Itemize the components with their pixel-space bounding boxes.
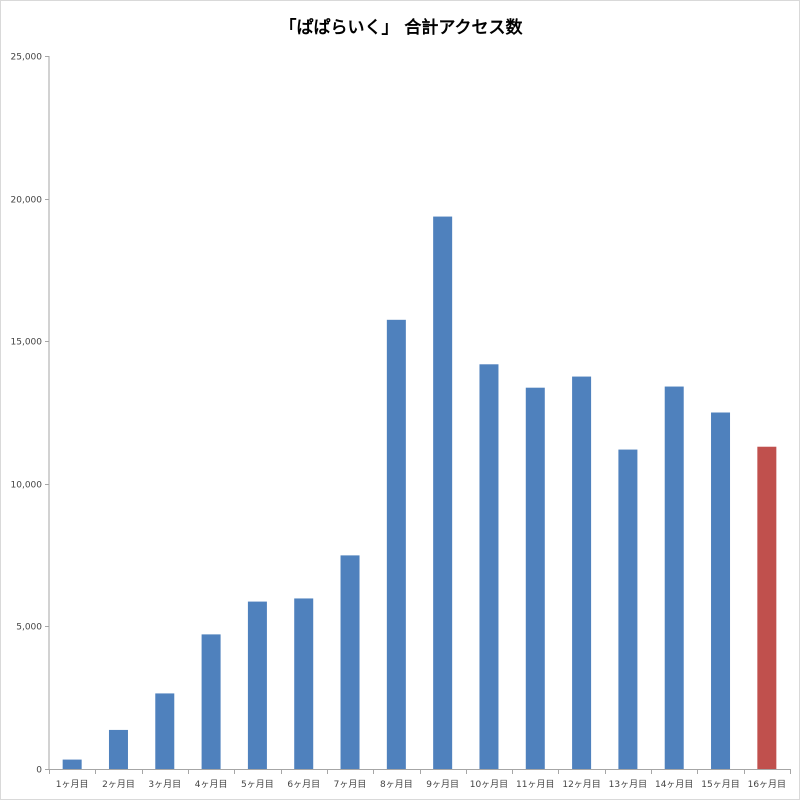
bar-12 xyxy=(572,376,592,769)
y-tick-label: 15,000 xyxy=(11,338,43,348)
bar-16 xyxy=(757,446,777,769)
bar-5 xyxy=(247,601,267,769)
y-tick-label: 25,000 xyxy=(11,53,43,63)
x-tick-label: 14ヶ月目 xyxy=(655,779,693,790)
x-tick-label: 16ヶ月目 xyxy=(748,779,786,790)
x-tick-label: 6ヶ月目 xyxy=(287,779,320,790)
x-tick-label: 12ヶ月目 xyxy=(562,779,600,790)
x-tick-label: 1ヶ月目 xyxy=(56,779,89,790)
bar-7 xyxy=(340,555,360,769)
bar-14 xyxy=(664,386,684,769)
x-tick-label: 7ヶ月目 xyxy=(334,779,367,790)
chart-title: 「ぱぱらいく」 合計アクセス数 xyxy=(279,18,523,38)
x-tick-label: 2ヶ月目 xyxy=(102,779,135,790)
y-tick-label: 0 xyxy=(36,766,42,776)
bar-11 xyxy=(525,387,545,769)
bar-series xyxy=(62,216,777,769)
x-tick-label: 13ヶ月目 xyxy=(609,779,647,790)
x-axis xyxy=(49,769,791,774)
bar-3 xyxy=(155,693,175,769)
y-tick-label: 10,000 xyxy=(11,481,43,491)
x-tick-label: 3ヶ月目 xyxy=(148,779,181,790)
x-tick-labels: 1ヶ月目 2ヶ月目 3ヶ月目 4ヶ月目 5ヶ月目 6ヶ月目 7ヶ月目 8ヶ月目 9ヶ月目 10ヶ月… xyxy=(56,779,786,790)
bar-8 xyxy=(386,319,406,769)
x-tick-label: 5ヶ月目 xyxy=(241,779,274,790)
x-tick-label: 9ヶ月目 xyxy=(426,779,459,790)
x-tick-label: 15ヶ月目 xyxy=(701,779,739,790)
y-tick-label: 20,000 xyxy=(11,196,43,206)
bar-10 xyxy=(479,364,499,769)
bar-1 xyxy=(62,759,82,769)
bar-2 xyxy=(108,729,128,769)
bar-9 xyxy=(433,216,453,769)
bar-6 xyxy=(294,598,314,769)
x-tick-label: 8ヶ月目 xyxy=(380,779,413,790)
x-tick-label: 4ヶ月目 xyxy=(195,779,228,790)
bar-4 xyxy=(201,634,221,769)
y-tick-labels: 0 5,000 10,000 15,000 20,000 25,000 xyxy=(11,53,43,776)
y-tick-label: 5,000 xyxy=(16,623,42,633)
y-axis xyxy=(45,56,50,770)
bar-15 xyxy=(711,412,731,769)
x-tick-label: 10ヶ月目 xyxy=(470,779,508,790)
bar-13 xyxy=(618,449,638,769)
x-tick-label: 11ヶ月目 xyxy=(516,779,554,790)
